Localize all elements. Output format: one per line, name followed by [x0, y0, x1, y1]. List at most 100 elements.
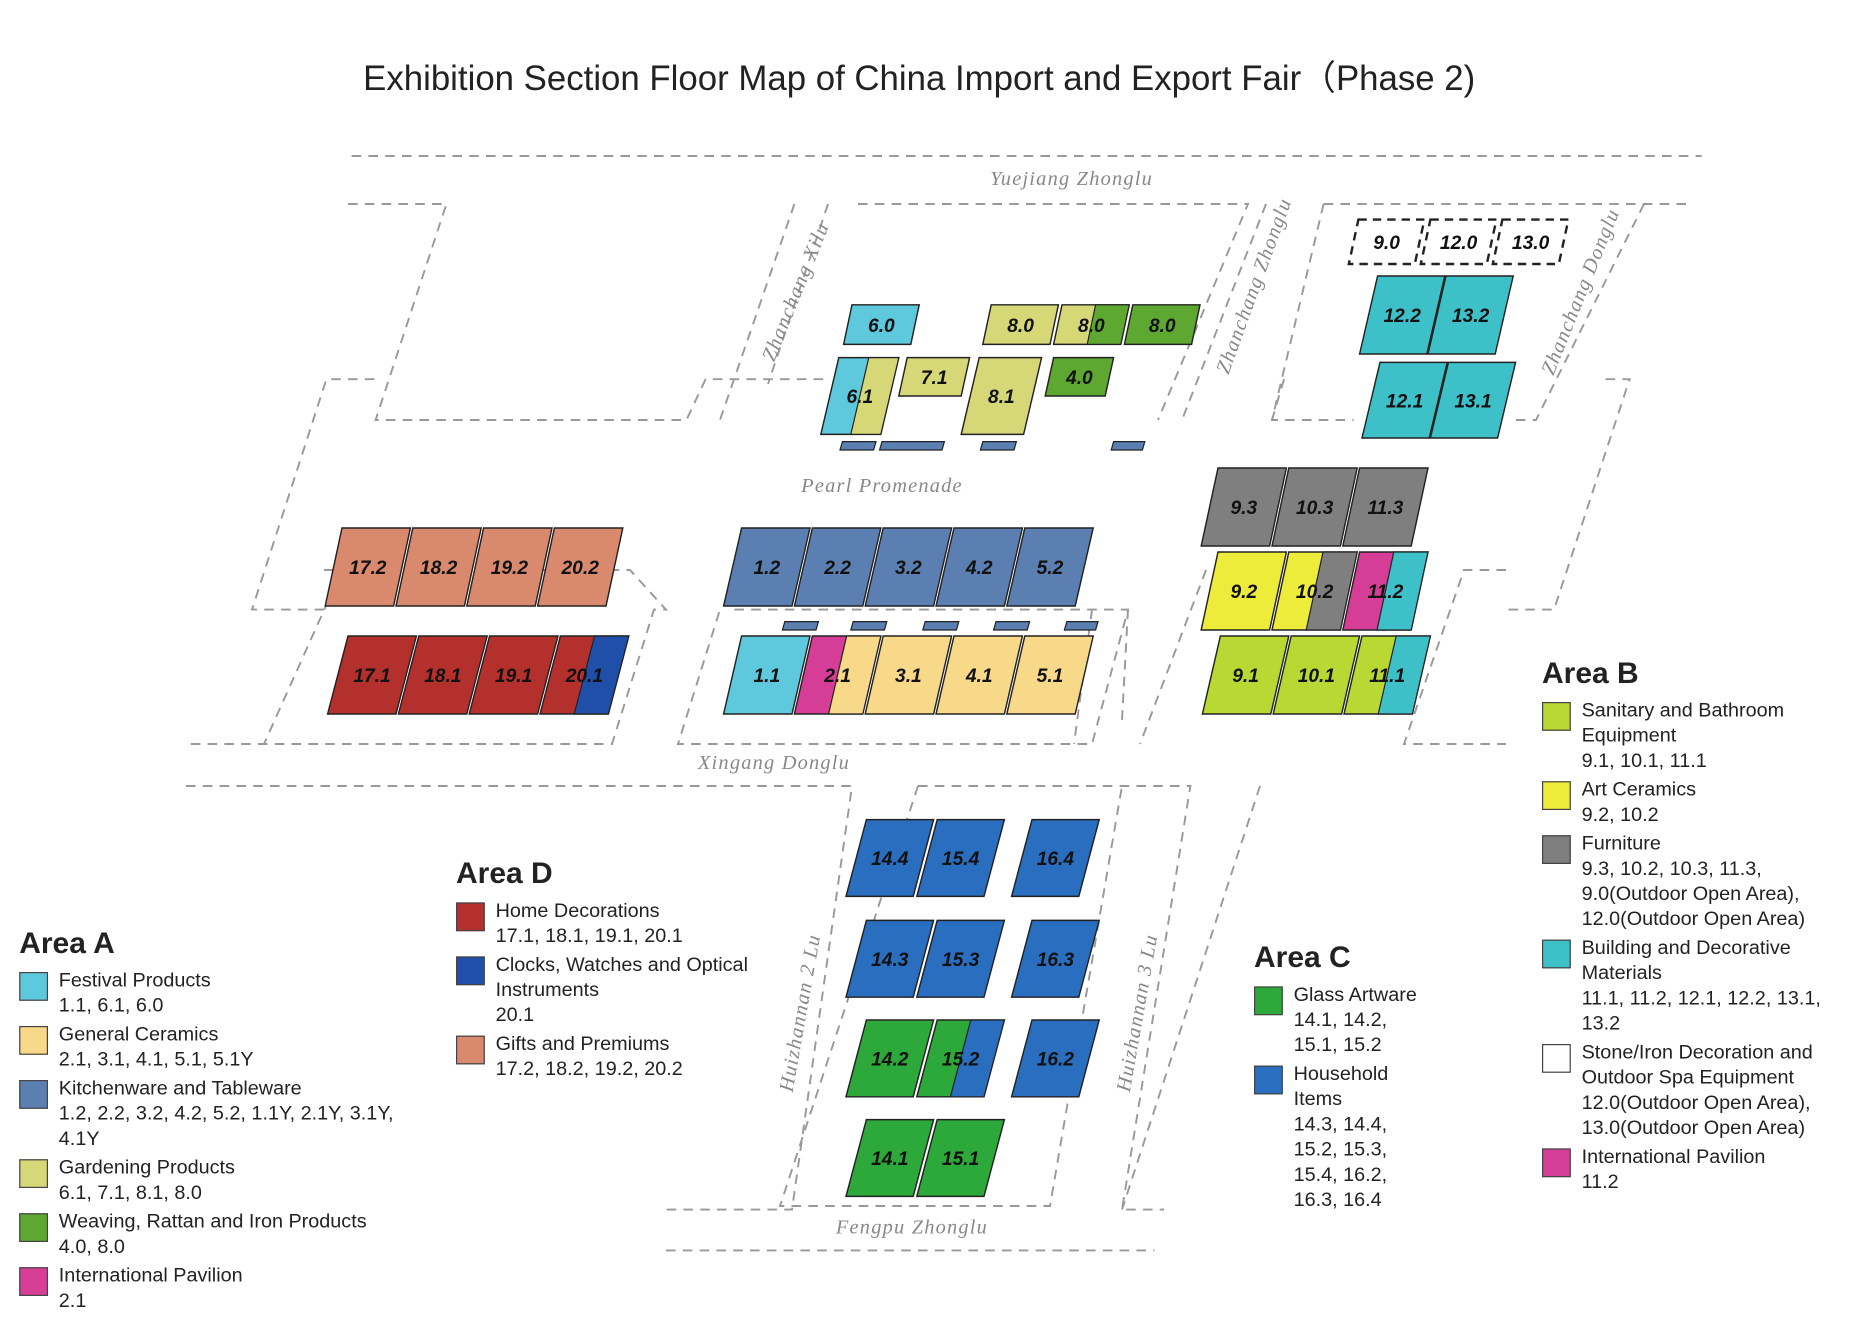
legend-item: Furniture 9.3, 10.2, 10.3, 11.3, 9.0(Outd…	[1542, 832, 1854, 933]
hall	[1361, 361, 1449, 439]
hall-label: 11.1	[1369, 666, 1405, 687]
small-booth	[839, 441, 877, 451]
hall	[845, 919, 935, 998]
road-label: Huizhannan 3 Lu	[1113, 932, 1163, 1094]
road-label: Pearl Promenade	[800, 475, 963, 497]
small-booth	[781, 621, 820, 631]
legend-item: Sanitary and Bathroom Equipment 9.1, 10.1…	[1542, 698, 1854, 774]
hall	[1201, 635, 1290, 715]
legend-halls: 11.2	[1581, 1171, 1619, 1193]
hall-label: 3.2	[895, 558, 922, 579]
hall	[842, 304, 921, 346]
legend-item: International Pavilion 11.2	[1542, 1145, 1854, 1195]
hall	[935, 527, 1024, 607]
hall-label: 1.2	[753, 558, 780, 579]
hall-label: 8.0	[1149, 316, 1176, 337]
hall	[536, 527, 624, 607]
hall-part	[1376, 551, 1429, 631]
legend-item: Building and Decorative Materials 11.1, 1…	[1542, 936, 1854, 1037]
legend-title: Area B	[1542, 656, 1639, 690]
hall-label: 15.3	[942, 950, 980, 971]
road-edge	[1121, 609, 1129, 721]
hall	[845, 1118, 935, 1198]
hall	[1358, 275, 1446, 355]
hall	[981, 304, 1060, 346]
hall-label: 13.1	[1454, 391, 1491, 412]
hall-label: 13.0	[1512, 233, 1550, 254]
hall	[845, 1019, 935, 1098]
hall-label: 12.2	[1384, 306, 1422, 327]
legend-halls: 2.1	[58, 1290, 87, 1312]
legend-swatch	[19, 972, 48, 1001]
legend-swatch	[1542, 939, 1571, 969]
small-booth	[922, 621, 960, 631]
legend-item: Home Decorations 17.1, 18.1, 19.1, 20.1	[456, 899, 780, 949]
legend-halls: 20.1	[495, 1004, 535, 1026]
legend-name: International Pavilion	[58, 1264, 243, 1287]
hall	[468, 635, 559, 715]
road-edge	[1270, 203, 1354, 421]
legend-item: International Pavilion 2.1	[19, 1264, 427, 1314]
legend-halls: 9.2, 10.2	[1581, 804, 1659, 826]
hall	[1427, 275, 1515, 355]
legend-name: Festival Products	[58, 969, 211, 992]
legend-text: Building and Decorative Materials 11.1, 1…	[1582, 936, 1854, 1037]
hall-label: 10.1	[1298, 666, 1335, 687]
hall-label: 17.2	[349, 558, 387, 579]
road-edge	[263, 569, 343, 745]
legend-name: Glass Artware	[1293, 984, 1417, 1006]
hall-part	[1305, 551, 1358, 631]
hall	[1005, 635, 1095, 715]
road-label: Zhanchang Xilu	[758, 219, 834, 364]
legend-halls: 17.2, 18.2, 19.2, 20.2	[495, 1058, 683, 1080]
hall-label: 19.2	[491, 558, 529, 579]
legend-name: General Ceramics	[58, 1023, 219, 1046]
legend-text: Clocks, Watches and Optical Instruments 2…	[496, 953, 780, 1029]
hall	[935, 635, 1024, 715]
hall-label: 10.3	[1296, 498, 1334, 519]
hall-label: 4.1	[965, 666, 993, 687]
legend-name: Clocks, Watches and Optical Instruments	[495, 954, 748, 1001]
hall-label: 15.2	[942, 1050, 980, 1071]
hall-label: 15.1	[942, 1149, 979, 1170]
legend-swatch	[1254, 1065, 1283, 1095]
hall-label: 9.2	[1230, 582, 1257, 603]
legend-name: Weaving, Rattan and Iron Products	[58, 1210, 367, 1233]
hall-label: 9.0	[1373, 233, 1400, 254]
road-edge	[250, 378, 375, 611]
legend-text: Weaving, Rattan and Iron Products 4.0, 8.…	[59, 1210, 367, 1260]
legend-halls: 9.3, 10.2, 10.3, 11.3, 9.0(Outdoor Open …	[1581, 858, 1806, 931]
legend: Area D Home Decorations 17.1, 18.1, 19.1, …	[456, 857, 780, 1086]
hall-label: 11.3	[1367, 498, 1403, 519]
small-booth	[992, 621, 1031, 631]
legend-swatch	[1542, 835, 1571, 865]
road-edge	[1402, 569, 1507, 745]
road-edge	[1271, 378, 1285, 421]
hall	[722, 527, 811, 607]
road-edge	[1512, 203, 1645, 421]
hall-label: 13.2	[1452, 306, 1490, 327]
road-label: Huizhannan 2 Lu	[776, 932, 826, 1094]
small-booth	[1110, 441, 1146, 451]
legend-text: Kitchenware and Tableware 1.2, 2.2, 3.2, …	[59, 1076, 427, 1152]
hall-label: 7.1	[921, 368, 948, 389]
hall-label: 16.2	[1037, 1050, 1075, 1071]
hall	[915, 818, 1006, 898]
hall	[324, 527, 412, 607]
hall	[915, 919, 1006, 998]
road-edge	[858, 203, 1250, 421]
hall	[897, 356, 971, 397]
hall-part	[1086, 304, 1130, 346]
legend-item: Weaving, Rattan and Iron Products 4.0, 8.…	[19, 1210, 427, 1260]
hall-label: 16.4	[1037, 849, 1075, 870]
hall-label: 12.0	[1440, 233, 1478, 254]
legend-swatch	[1542, 1044, 1571, 1073]
legend-swatch	[1542, 781, 1571, 811]
legend-swatch	[19, 1080, 48, 1109]
hall-label: 18.1	[424, 666, 461, 687]
hall-label: 2.1	[823, 666, 851, 687]
road-edge	[1139, 569, 1207, 745]
legend-text: International Pavilion 11.2	[1582, 1145, 1766, 1195]
hall-label: 11.2	[1367, 582, 1403, 603]
road-edge	[1121, 785, 1261, 1210]
